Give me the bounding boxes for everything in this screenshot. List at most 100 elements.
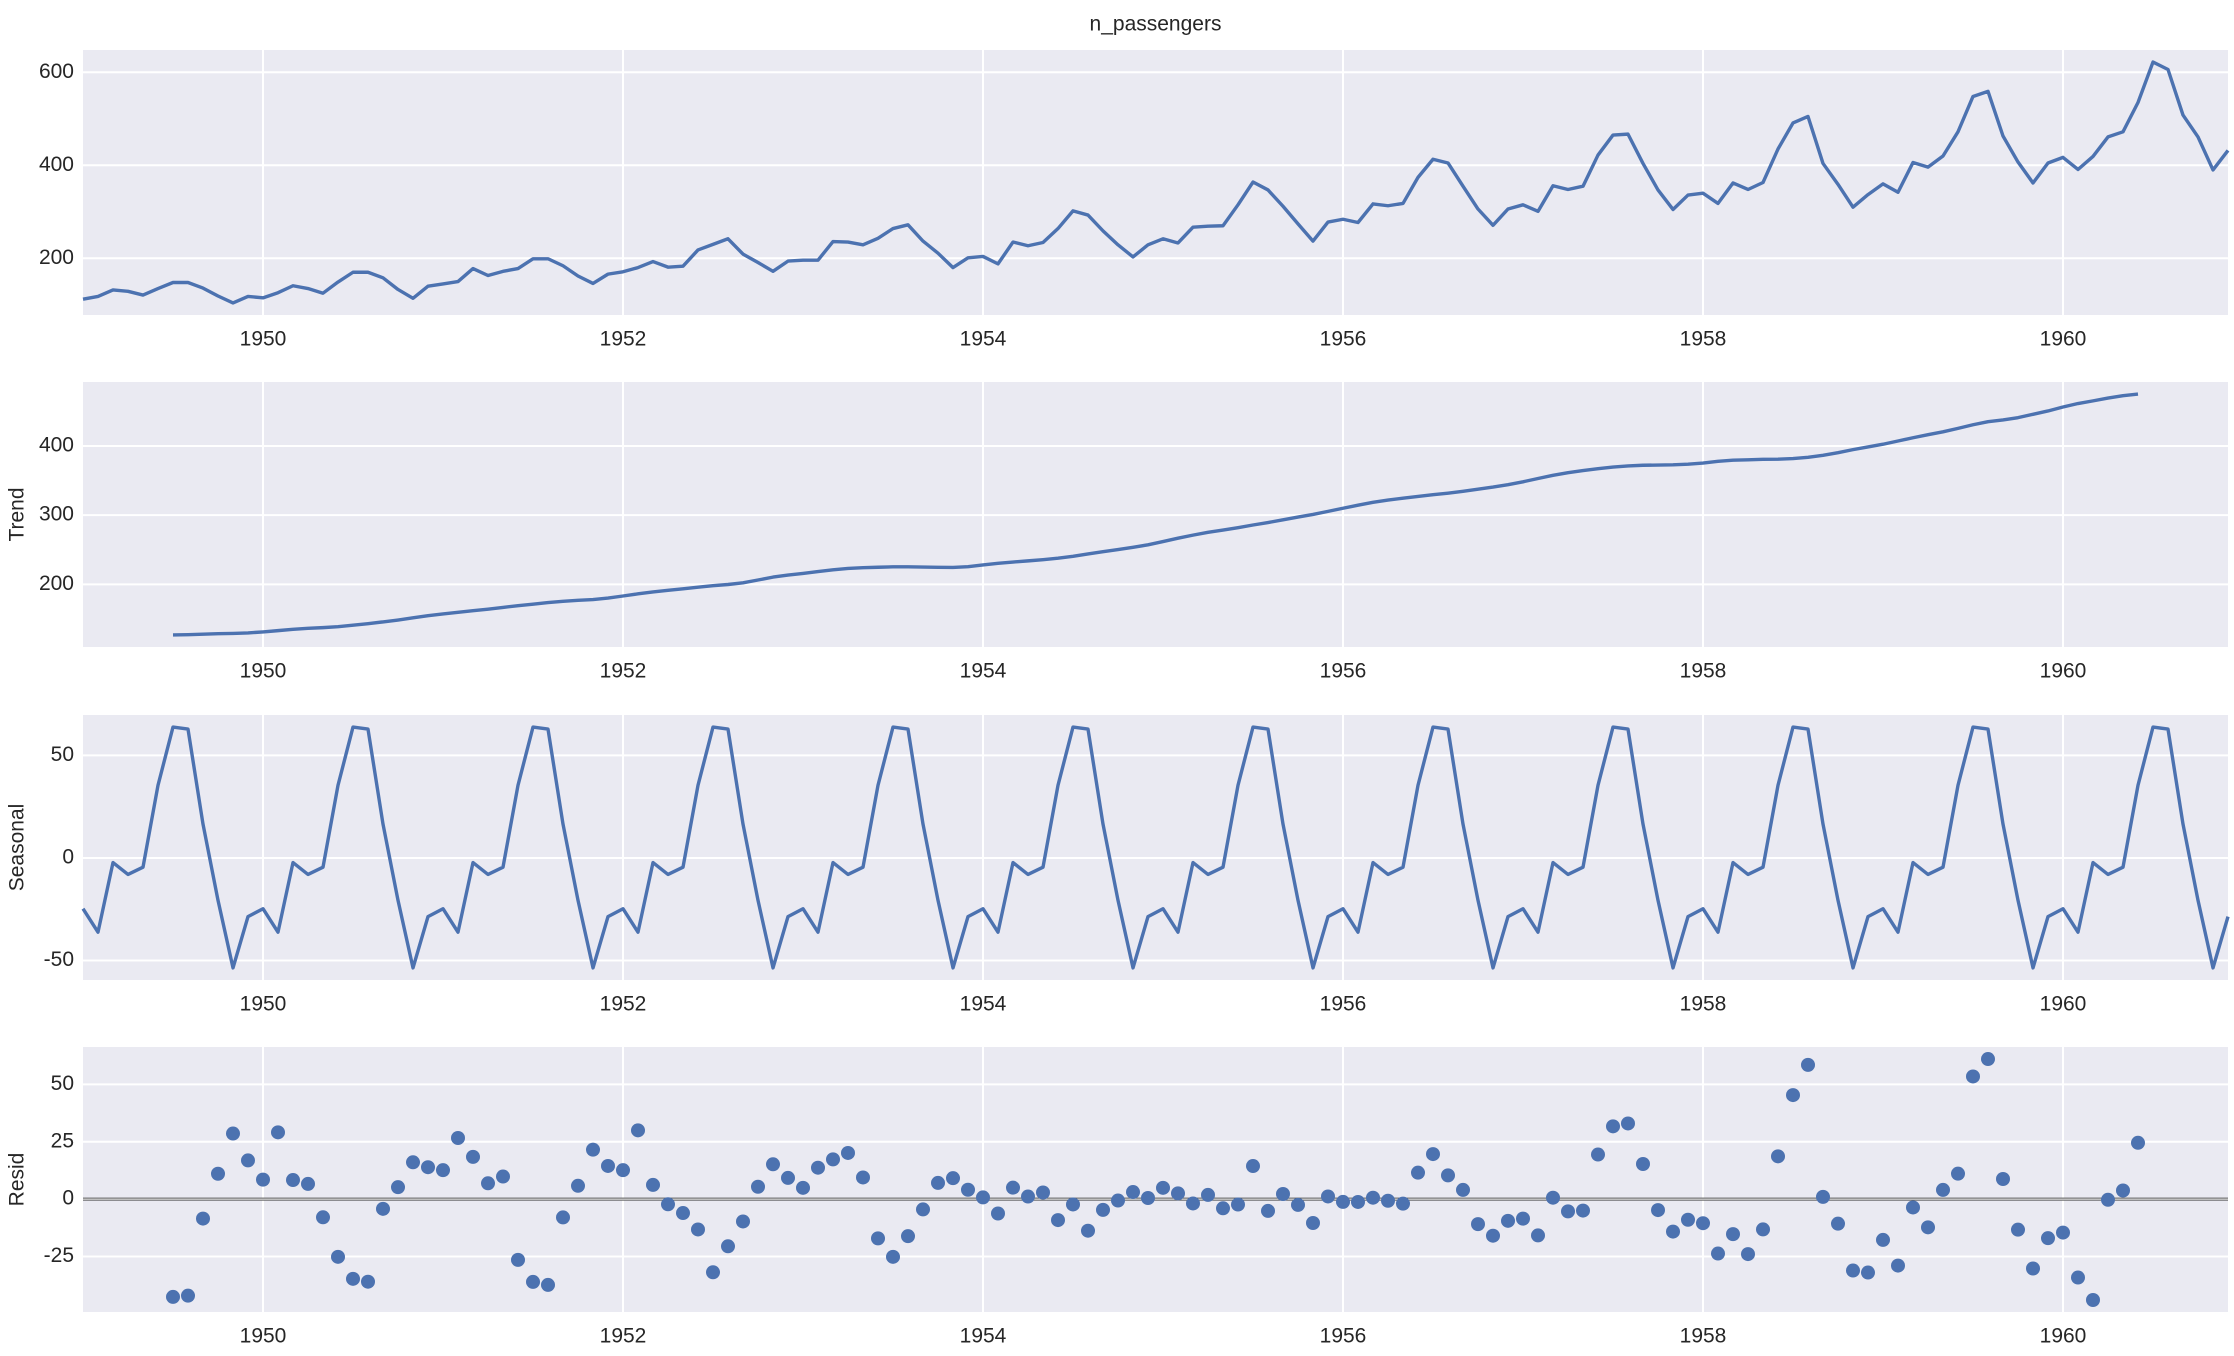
resid-point (226, 1126, 240, 1141)
resid-point (1771, 1149, 1785, 1164)
x-tick-label: 1950 (240, 993, 287, 1016)
y-tick-label: 0 (62, 1187, 74, 1210)
resid-point (1726, 1227, 1740, 1242)
resid-point (1546, 1190, 1560, 1205)
resid-point (541, 1277, 555, 1292)
resid-point (1186, 1196, 1200, 1211)
resid-point (1846, 1263, 1860, 1278)
resid-point (1126, 1185, 1140, 1200)
resid-point (2041, 1231, 2055, 1246)
y-axis-label: Seasonal (6, 804, 29, 892)
resid-point (466, 1149, 480, 1164)
resid-point (2056, 1225, 2070, 1240)
resid-point (1711, 1246, 1725, 1261)
x-tick-label: 1954 (960, 1325, 1007, 1348)
resid-point (1756, 1222, 1770, 1237)
resid-point (481, 1176, 495, 1191)
resid-point (436, 1163, 450, 1178)
resid-point (1441, 1168, 1455, 1183)
x-tick-label: 1960 (2040, 328, 2087, 351)
resid-point (976, 1190, 990, 1205)
x-tick-label: 1952 (600, 993, 647, 1016)
resid-point (1081, 1223, 1095, 1238)
resid-point (721, 1239, 735, 1254)
resid-point (1216, 1201, 1230, 1216)
resid-point (1231, 1197, 1245, 1212)
x-tick-label: 1956 (1320, 328, 1367, 351)
resid-point (331, 1249, 345, 1264)
y-tick-label: 200 (39, 246, 74, 269)
resid-point (646, 1177, 660, 1192)
x-tick-label: 1954 (960, 328, 1007, 351)
x-tick-label: 1960 (2040, 993, 2087, 1016)
resid-point (1831, 1216, 1845, 1231)
resid-point (946, 1171, 960, 1186)
resid-point (256, 1172, 270, 1187)
y-tick-label: 300 (39, 503, 74, 526)
resid-point (1981, 1052, 1995, 1067)
resid-point (1951, 1166, 1965, 1181)
resid-point (676, 1206, 690, 1221)
x-tick-label: 1950 (240, 328, 287, 351)
x-tick-label: 1960 (2040, 1325, 2087, 1348)
x-tick-label: 1954 (960, 993, 1007, 1016)
series-line (81, 725, 2230, 970)
resid-point (991, 1206, 1005, 1221)
resid-point (1636, 1156, 1650, 1171)
resid-point (1321, 1189, 1335, 1204)
resid-point (796, 1180, 810, 1195)
resid-point (1576, 1203, 1590, 1218)
resid-point (2101, 1192, 2115, 1207)
resid-point (376, 1201, 390, 1216)
resid-point (1606, 1119, 1620, 1134)
resid-point (1381, 1193, 1395, 1208)
resid-point (1486, 1228, 1500, 1243)
x-tick-label: 1952 (600, 328, 647, 351)
resid-point (781, 1170, 795, 1185)
resid-point (1531, 1228, 1545, 1243)
resid-point (1696, 1216, 1710, 1231)
resid-point (691, 1222, 705, 1237)
resid-point (886, 1249, 900, 1264)
resid-point (901, 1229, 915, 1244)
resid-point (1201, 1187, 1215, 1202)
x-tick-label: 1960 (2040, 660, 2087, 683)
chart-title: n_passengers (1090, 13, 1222, 36)
resid-point (1156, 1180, 1170, 1195)
y-tick-label: -50 (44, 948, 74, 971)
resid-point (811, 1160, 825, 1175)
resid-point (1426, 1147, 1440, 1162)
y-tick-label: 400 (39, 153, 74, 176)
y-tick-label: 600 (39, 60, 74, 83)
resid-point (766, 1157, 780, 1172)
resid-point (271, 1125, 285, 1140)
y-tick-label: 50 (51, 1072, 74, 1095)
resid-point (1621, 1116, 1635, 1131)
resid-point (1036, 1185, 1050, 1200)
plot-background (83, 1047, 2228, 1312)
y-axis-label: Resid (6, 1153, 29, 1207)
x-tick-label: 1958 (1680, 660, 1727, 683)
resid-point (1471, 1217, 1485, 1232)
x-tick-label: 1956 (1320, 993, 1367, 1016)
resid-point (1396, 1196, 1410, 1211)
resid-point (1861, 1265, 1875, 1280)
resid-point (1141, 1190, 1155, 1205)
x-tick-label: 1950 (240, 660, 287, 683)
resid-point (931, 1175, 945, 1190)
resid-point (346, 1271, 360, 1286)
resid-point (1516, 1211, 1530, 1226)
resid-point (826, 1152, 840, 1167)
resid-point (1741, 1247, 1755, 1262)
resid-point (1561, 1204, 1575, 1219)
x-tick-label: 1950 (240, 1325, 287, 1348)
resid-point (1096, 1202, 1110, 1217)
x-tick-label: 1958 (1680, 328, 1727, 351)
x-tick-label: 1952 (600, 660, 647, 683)
resid-point (511, 1252, 525, 1267)
resid-point (1351, 1194, 1365, 1209)
resid-point (916, 1202, 930, 1217)
x-tick-label: 1956 (1320, 660, 1367, 683)
resid-point (601, 1158, 615, 1173)
